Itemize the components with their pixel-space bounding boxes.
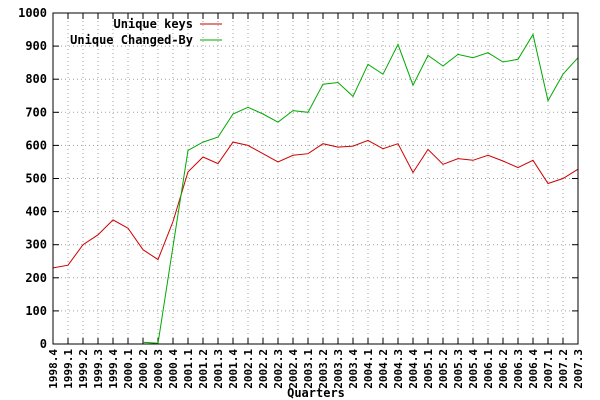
legend-label-1: Unique Changed-By — [70, 33, 193, 47]
y-tick-label: 500 — [25, 172, 47, 186]
x-tick-label: 2004.3 — [392, 349, 405, 389]
x-tick-label: 1999.3 — [92, 349, 105, 389]
x-tick-label: 2001.1 — [182, 349, 195, 389]
x-tick-label: 2005.4 — [467, 349, 480, 389]
series-line-0 — [52, 139, 579, 269]
y-tick-label: 0 — [40, 337, 47, 351]
x-tick-label: 2002.4 — [287, 349, 300, 389]
x-tick-label: 2004.4 — [407, 349, 420, 389]
y-tick-label: 600 — [25, 138, 47, 152]
y-tick-label: 1000 — [18, 6, 47, 20]
series-line-1 — [142, 33, 579, 344]
x-tick-label: 2000.3 — [152, 349, 165, 389]
x-tick-label: 2006.3 — [512, 349, 525, 389]
y-tick-label: 900 — [25, 39, 47, 53]
x-tick-label: 2000.4 — [167, 349, 180, 389]
series-layer — [52, 33, 579, 344]
x-tick-label: 2006.4 — [527, 349, 540, 389]
x-tick-label: 2005.3 — [452, 349, 465, 389]
y-tick-label: 800 — [25, 72, 47, 86]
x-tick-label: 2003.1 — [302, 349, 315, 389]
x-tick-label: 2005.2 — [437, 349, 450, 389]
x-tick-label: 2007.3 — [572, 349, 585, 389]
x-tick-label: 2007.2 — [557, 349, 570, 389]
x-tick-label: 2005.1 — [422, 349, 435, 389]
x-axis-ticks: 1998.4 1999.1 1999.2 1999.3 1999.4 2000.1 2000… — [47, 13, 585, 389]
x-tick-label: 2003.4 — [347, 349, 360, 389]
x-tick-label: 2001.2 — [197, 349, 210, 389]
x-axis-title: Quarters — [287, 386, 345, 400]
x-tick-label: 2000.1 — [122, 349, 135, 389]
y-tick-label: 700 — [25, 105, 47, 119]
y-axis-ticks: 0 100 200 300 400 500 600 700 800 900 1000 — [18, 6, 578, 351]
x-tick-label: 2004.1 — [362, 349, 375, 389]
legend: Unique keys Unique Changed-By — [70, 17, 222, 47]
y-tick-label: 100 — [25, 304, 47, 318]
x-tick-label: 2000.2 — [137, 349, 150, 389]
y-tick-label: 200 — [25, 271, 47, 285]
x-tick-label: 1999.1 — [62, 349, 75, 389]
x-tick-label: 2006.2 — [497, 349, 510, 389]
x-tick-label: 2002.3 — [272, 349, 285, 389]
x-tick-label: 2006.1 — [482, 349, 495, 389]
x-tick-label: 2003.2 — [317, 349, 330, 389]
x-tick-label: 1999.2 — [77, 349, 90, 389]
x-tick-label: 2002.1 — [242, 349, 255, 389]
y-tick-label: 300 — [25, 238, 47, 252]
x-tick-label: 2001.4 — [227, 349, 240, 389]
x-tick-label: 1999.4 — [107, 349, 120, 389]
x-tick-label: 2007.1 — [542, 349, 555, 389]
x-tick-label: 2003.3 — [332, 349, 345, 389]
legend-label-0: Unique keys — [114, 17, 193, 31]
y-tick-label: 400 — [25, 205, 47, 219]
x-tick-label: 2001.3 — [212, 349, 225, 389]
x-tick-label: 1998.4 — [47, 349, 60, 389]
x-tick-label: 2004.2 — [377, 349, 390, 389]
plot-frame — [52, 12, 579, 345]
x-tick-label: 2002.2 — [257, 349, 270, 389]
